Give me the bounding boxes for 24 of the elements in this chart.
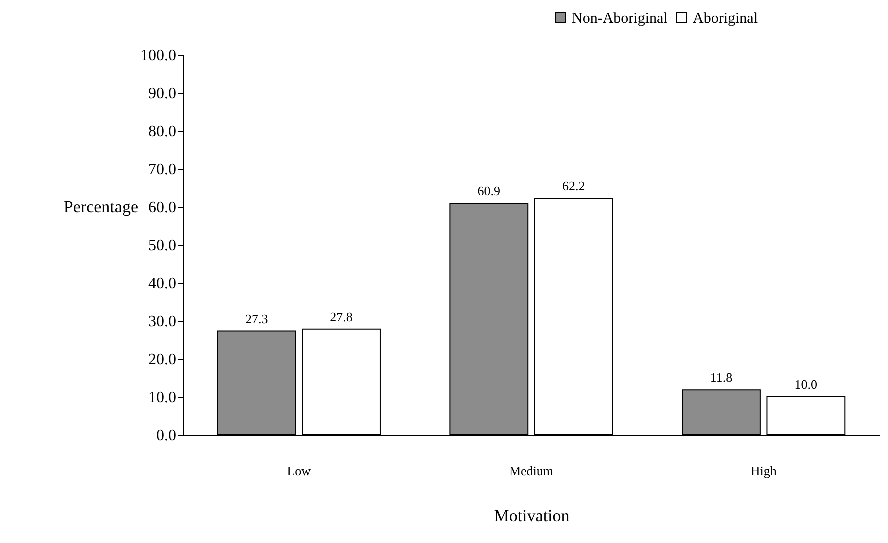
y-tick-label: 30.0 xyxy=(148,314,176,330)
y-tick-label: 80.0 xyxy=(148,124,176,140)
x-tick-label: Medium xyxy=(509,464,554,478)
y-tick-label: 90.0 xyxy=(148,86,176,102)
x-axis-title: Motivation xyxy=(494,506,570,526)
y-tick-label: 70.0 xyxy=(148,162,176,178)
y-tick-label: 100.0 xyxy=(140,48,176,64)
data-label: 62.2 xyxy=(562,178,586,194)
data-label: 10.0 xyxy=(794,377,818,392)
y-tick-label: 20.0 xyxy=(148,352,176,368)
x-tick-label: Low xyxy=(287,464,312,478)
data-label: 11.8 xyxy=(710,370,733,386)
legend-label: Non-Aboriginal xyxy=(572,10,668,27)
legend-label: Aboriginal xyxy=(693,10,758,27)
y-tick-label: 0.0 xyxy=(156,428,176,444)
y-tick-label: 10.0 xyxy=(148,390,176,406)
data-label: 27.8 xyxy=(330,309,353,324)
y-tick-label: 50.0 xyxy=(148,238,176,254)
y-tick-label: 60.0 xyxy=(148,200,176,216)
data-label: 27.3 xyxy=(245,311,268,326)
y-tick-label: 40.0 xyxy=(148,276,176,292)
x-tick-label: High xyxy=(750,464,778,478)
y-axis-title: Percentage xyxy=(64,198,138,216)
data-label: 60.9 xyxy=(478,184,501,199)
